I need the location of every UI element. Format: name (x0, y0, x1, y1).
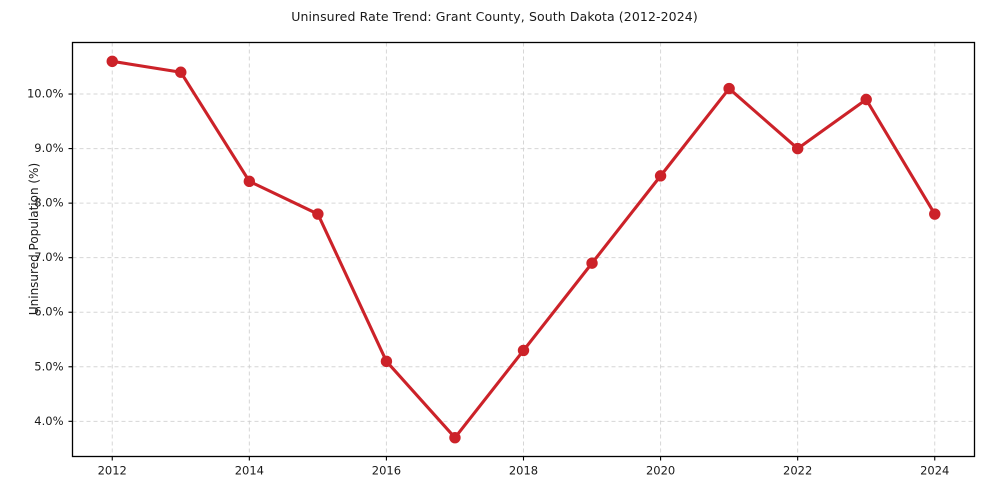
y-tick-label: 7.0% (34, 250, 63, 264)
data-point-marker[interactable] (312, 208, 324, 220)
x-tick-label: 2020 (646, 463, 675, 477)
data-point-marker[interactable] (929, 208, 941, 220)
y-tick-label: 10.0% (27, 87, 64, 101)
data-point-marker[interactable] (586, 257, 598, 269)
data-series-layer (106, 55, 941, 444)
data-point-marker[interactable] (175, 66, 187, 78)
data-point-marker[interactable] (449, 431, 461, 444)
axis-frame (71, 41, 976, 458)
chart-title: Uninsured Rate Trend: Grant County, Sout… (291, 9, 698, 24)
x-tick-label: 2018 (509, 463, 538, 477)
y-tick-label: 8.0% (34, 196, 63, 210)
data-point-marker[interactable] (791, 142, 804, 155)
y-tick-label: 9.0% (34, 141, 63, 155)
y-axis-ticks: 4.0% 5.0% 6.0% 7.0% 8.0% 9.0% 10.0% (27, 87, 73, 428)
y-tick-label: 5.0% (34, 359, 63, 373)
x-tick-label: 2012 (98, 463, 127, 477)
x-tick-label: 2024 (920, 463, 949, 477)
data-point-marker[interactable] (106, 55, 118, 68)
y-tick-label: 6.0% (34, 305, 63, 319)
data-point-marker[interactable] (723, 82, 735, 95)
x-tick-label: 2022 (783, 463, 812, 477)
x-axis-ticks: 2012 2014 2016 2018 2020 2022 2024 (98, 456, 949, 477)
grid-layer (72, 42, 975, 457)
y-tick-label: 4.0% (34, 414, 63, 428)
x-tick-label: 2016 (372, 463, 401, 477)
data-point-marker[interactable] (380, 355, 393, 368)
data-point-marker[interactable] (517, 344, 530, 357)
x-tick-label: 2014 (235, 463, 264, 477)
data-point-marker[interactable] (860, 93, 872, 106)
data-point-marker[interactable] (654, 170, 667, 182)
data-point-marker[interactable] (243, 175, 256, 188)
